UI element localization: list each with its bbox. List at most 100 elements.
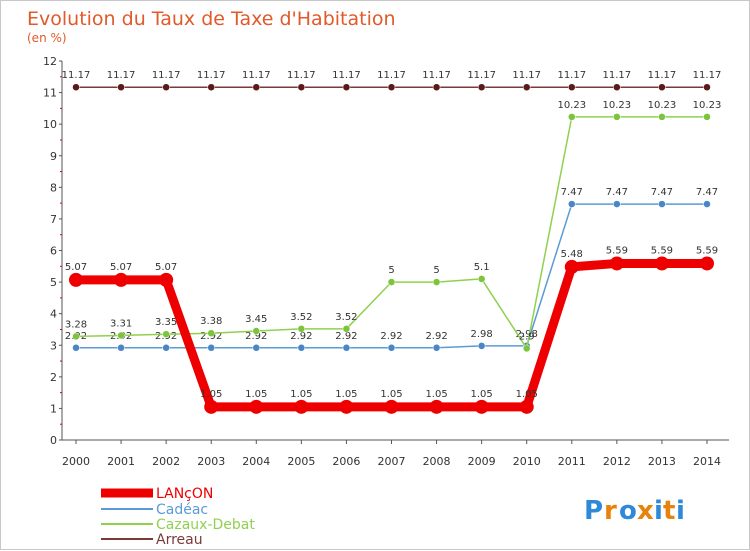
data-label: 7.47 [696, 187, 718, 198]
y-tick-label: 0 [50, 434, 57, 447]
logo-letter: t [663, 496, 675, 526]
data-label: 11.17 [422, 70, 451, 81]
data-label: 11.17 [693, 70, 722, 81]
logo-letter: i [676, 496, 685, 526]
data-label: 3.52 [290, 312, 312, 323]
x-tick-label: 2008 [423, 455, 451, 468]
data-point [117, 344, 125, 352]
data-point [474, 399, 489, 414]
data-label: 11.17 [557, 70, 586, 81]
data-label: 11.17 [107, 70, 136, 81]
data-point [297, 83, 306, 91]
data-label: 5 [388, 265, 394, 276]
y-tick-label: 7 [50, 213, 57, 226]
x-tick-label: 2013 [648, 455, 676, 468]
legend-label: Cazaux-Debat [156, 517, 255, 533]
data-label: 11.17 [332, 70, 361, 81]
data-label: 11.17 [242, 70, 271, 81]
y-tick-label: 10 [43, 118, 57, 131]
data-label: 1.05 [425, 389, 447, 400]
y-tick-label: 6 [50, 245, 57, 258]
y-tick-label: 2 [50, 371, 57, 384]
data-point [339, 399, 354, 414]
logo-letter: o [619, 496, 637, 526]
legend-label: LANçON [156, 486, 213, 502]
data-label: 1.05 [516, 389, 538, 400]
data-label: 10.23 [557, 100, 586, 111]
data-point [387, 278, 396, 286]
data-point [658, 113, 666, 121]
data-label: 5 [433, 265, 439, 276]
x-tick-label: 2011 [558, 455, 586, 468]
data-label: 5.07 [110, 262, 132, 273]
legend-label: Arreau [156, 532, 203, 548]
y-tick-label: 12 [43, 55, 57, 68]
data-point [159, 272, 174, 287]
data-point [162, 344, 170, 352]
data-label: 3.28 [65, 319, 87, 330]
data-label: 11.17 [377, 70, 406, 81]
data-label: 11.17 [152, 70, 181, 81]
data-label: 7.47 [606, 187, 628, 198]
data-point [613, 113, 621, 121]
data-label: 3.31 [110, 318, 132, 329]
data-label: 2.98 [516, 329, 538, 340]
data-label: 2.98 [471, 329, 493, 340]
data-point [342, 325, 351, 333]
data-point [654, 256, 669, 271]
data-point [519, 399, 534, 414]
data-point [207, 344, 215, 352]
data-point [522, 83, 531, 91]
x-tick-label: 2006 [332, 455, 360, 468]
data-point [613, 83, 621, 91]
data-label: 11.17 [512, 70, 541, 81]
data-label: 3.35 [155, 317, 177, 328]
data-label: 2.92 [380, 331, 402, 342]
logo-letter: i [654, 496, 663, 526]
data-label: 5.59 [606, 245, 628, 256]
data-label: 3.38 [200, 316, 222, 327]
data-point [342, 344, 351, 352]
data-label: 1.05 [245, 389, 267, 400]
data-point [252, 327, 261, 335]
data-point [252, 344, 261, 352]
data-label: 11.17 [603, 70, 632, 81]
data-label: 3.45 [245, 314, 267, 325]
data-point [609, 256, 624, 271]
data-label: 2.92 [335, 331, 357, 342]
logo-letter: r [604, 496, 617, 526]
data-label: 7.47 [651, 187, 673, 198]
data-point [207, 83, 215, 91]
data-point [703, 83, 711, 91]
data-point [72, 332, 80, 341]
data-label: 2.92 [245, 331, 267, 342]
data-point [297, 325, 306, 333]
data-label: 10.23 [648, 100, 677, 111]
y-tick-label: 3 [50, 339, 57, 352]
y-tick-label: 8 [50, 181, 57, 194]
data-point [568, 83, 576, 91]
x-tick-label: 2005 [287, 455, 315, 468]
x-tick-label: 2002 [152, 455, 180, 468]
data-label: 1.05 [471, 389, 493, 400]
data-label: 10.23 [603, 100, 632, 111]
data-point [703, 200, 711, 208]
data-point [568, 113, 576, 121]
data-point [249, 399, 264, 414]
data-point [387, 344, 396, 352]
data-point [564, 259, 579, 274]
data-point [429, 399, 444, 414]
data-point [207, 329, 215, 337]
y-tick-label: 11 [43, 87, 57, 100]
data-label: 11.17 [287, 70, 316, 81]
chart-title: Evolution du Taux de Taxe d'Habitation [27, 8, 396, 30]
data-point [162, 330, 170, 338]
data-point [72, 344, 80, 352]
data-label: 1.05 [200, 389, 222, 400]
data-label: 1.05 [380, 389, 402, 400]
data-point [658, 83, 666, 91]
data-point [658, 200, 666, 208]
